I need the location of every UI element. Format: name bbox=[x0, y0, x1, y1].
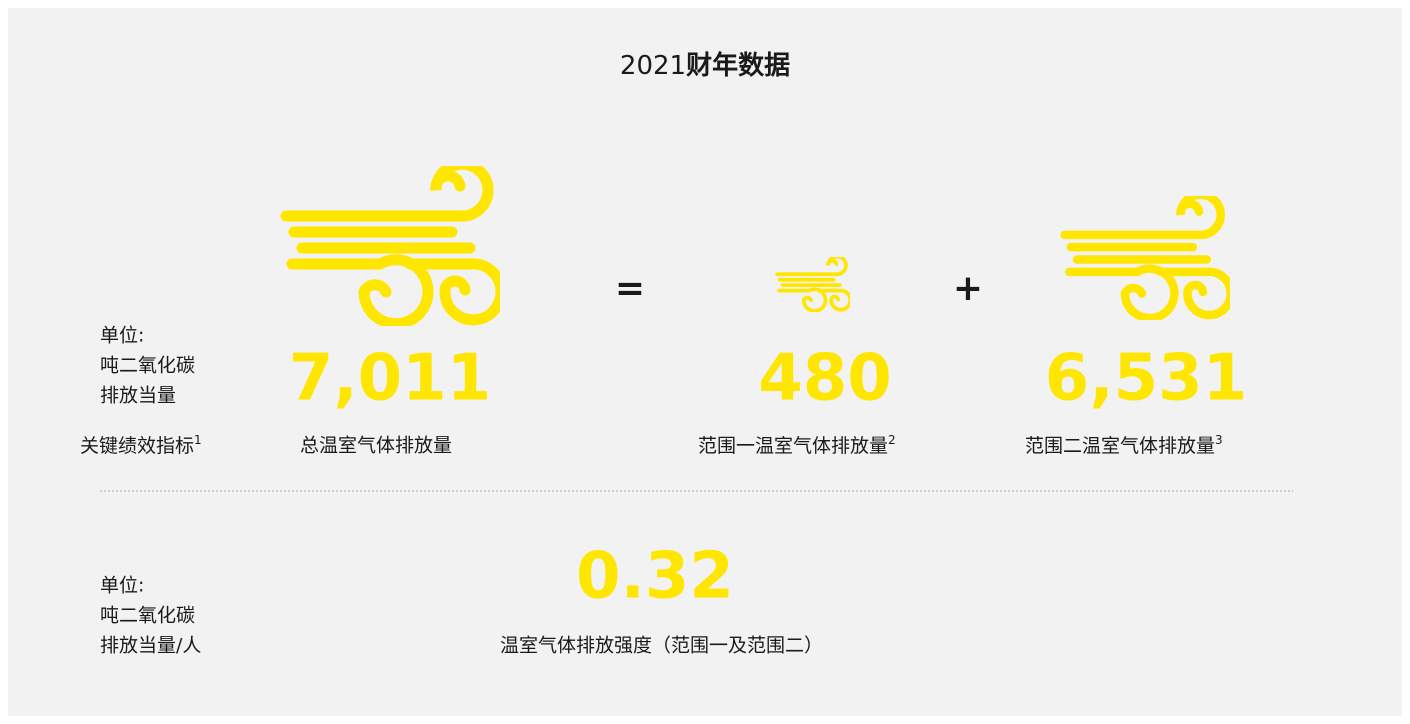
metric-value: 480 bbox=[758, 342, 892, 416]
metric-label: 总温室气体排放量 bbox=[300, 435, 452, 457]
title: 2021财年数据 bbox=[620, 50, 790, 81]
metric-value: 6,531 bbox=[1045, 342, 1247, 416]
metric-label: 范围一温室气体排放量2 bbox=[698, 433, 896, 457]
panel bbox=[8, 8, 1402, 716]
metric-label-text: 范围一温室气体排放量 bbox=[698, 435, 888, 457]
metric-label-text: 范围二温室气体排放量 bbox=[1025, 435, 1215, 457]
kpi-label-text: 关键绩效指标 bbox=[80, 435, 194, 457]
footnote: 2 bbox=[888, 433, 896, 447]
kpi-label: 关键绩效指标1 bbox=[80, 433, 202, 457]
unit: 单位: bbox=[100, 325, 144, 347]
title-text: 财年数据 bbox=[686, 50, 790, 81]
unit: 排放当量/人 bbox=[100, 635, 201, 657]
plus: + bbox=[953, 268, 983, 309]
metric-value: 7,011 bbox=[289, 342, 491, 416]
unit: 吨二氧化碳 bbox=[100, 355, 195, 377]
unit: 吨二氧化碳 bbox=[100, 605, 195, 627]
metric-label: 范围二温室气体排放量3 bbox=[1025, 433, 1223, 457]
unit: 单位: bbox=[100, 575, 144, 597]
intensity-value: 0.32 bbox=[576, 540, 734, 614]
intensity-label: 温室气体排放强度（范围一及范围二） bbox=[500, 635, 823, 657]
footnote: 1 bbox=[194, 433, 202, 447]
equals: = bbox=[615, 268, 645, 309]
footnote: 3 bbox=[1215, 433, 1223, 447]
title-year: 2021 bbox=[620, 51, 686, 81]
unit: 排放当量 bbox=[100, 385, 176, 407]
